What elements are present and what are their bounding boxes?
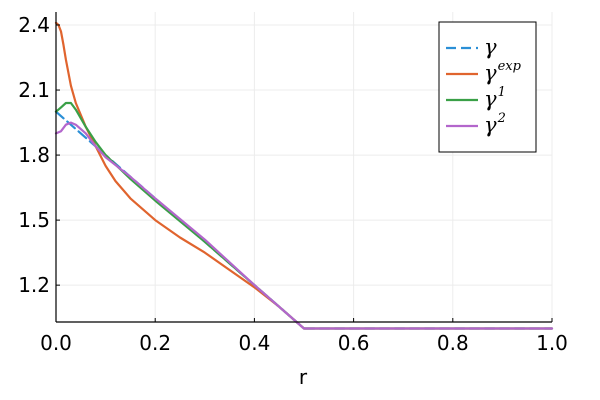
legend-label-superscript: 1 (498, 85, 506, 100)
ticks: 0.0 0.2 0.4 0.6 0.8 1.0 1.2 1.5 1.8 2.1 2.4 (18, 13, 568, 355)
y-tick-label: 2.4 (18, 13, 50, 37)
legend-label-0: γ (484, 35, 497, 59)
series-line-3 (54, 121, 554, 330)
legend-label-superscript: 2 (497, 111, 506, 126)
x-tick-label: 0.2 (139, 331, 171, 355)
x-tick-label: 0.8 (437, 331, 469, 355)
x-tick-label: 0.0 (40, 331, 72, 355)
series-group (54, 21, 554, 330)
y-tick-label: 1.8 (18, 143, 50, 167)
legend-label-superscript: exp (498, 59, 522, 74)
x-axis-label: r (299, 365, 308, 389)
x-tick-label: 0.6 (338, 331, 370, 355)
y-tick-label: 2.1 (18, 78, 50, 102)
legend-box (438, 21, 537, 153)
axes (55, 12, 552, 323)
y-tick-label: 1.2 (18, 273, 50, 297)
x-tick-label: 1.0 (536, 331, 568, 355)
y-tick-label: 1.5 (18, 208, 50, 232)
x-tick-label: 0.4 (238, 331, 270, 355)
